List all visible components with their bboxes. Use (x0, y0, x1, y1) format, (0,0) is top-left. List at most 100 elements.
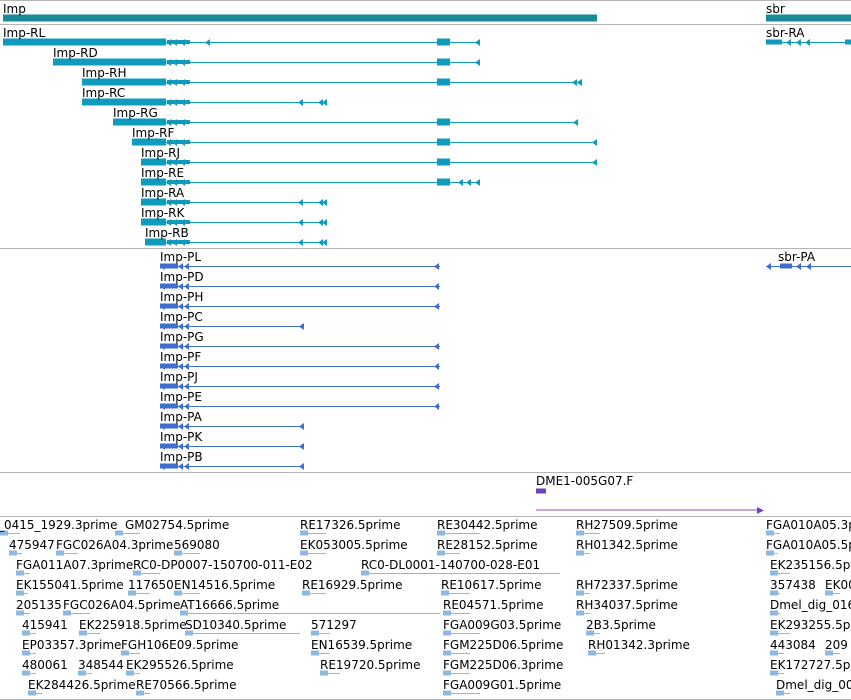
transcript-strand-arrow (458, 179, 463, 186)
est-label[interactable]: 569080 (174, 538, 220, 552)
est-label[interactable]: EK053005.5prime (300, 538, 408, 552)
transcript-label-imp-rf[interactable]: Imp-RF (132, 126, 175, 140)
protein-label-imp-pk[interactable]: Imp-PK (160, 430, 203, 444)
protein-label-imp-ph[interactable]: Imp-PH (160, 290, 204, 304)
est-label[interactable]: RE04571.5prime (443, 598, 544, 612)
est-label[interactable]: 415941 (22, 618, 68, 632)
est-label[interactable]: EK00 (825, 578, 851, 592)
est-label[interactable]: FGA009G01.5prime (443, 678, 562, 692)
transcript-label-imp-rg[interactable]: Imp-RG (113, 106, 158, 120)
est-label[interactable]: RE30442.5prime (437, 518, 538, 532)
protein-strand-arrow (178, 343, 183, 350)
protein-label-imp-pd[interactable]: Imp-PD (160, 270, 204, 284)
transcript-label-imp-re[interactable]: Imp-RE (141, 166, 185, 180)
protein-strand-arrow (434, 283, 439, 290)
transcript-strand-arrow (172, 39, 177, 46)
est-label[interactable]: FGA010A05.3prime (766, 518, 851, 532)
est-label[interactable]: RE17326.5prime (300, 518, 401, 532)
est-label[interactable]: 443084 (770, 638, 816, 652)
gene-label-sbr[interactable]: sbr (766, 2, 785, 16)
protein-label-imp-pc[interactable]: Imp-PC (160, 310, 203, 324)
est-label[interactable]: RE70566.5prime (136, 678, 237, 692)
est-label[interactable]: RH34037.5prime (576, 598, 678, 612)
est-label[interactable]: EK225918.5prime (79, 618, 187, 632)
protein-block (160, 443, 178, 449)
est-label[interactable]: EN16539.5prime (311, 638, 413, 652)
protein-strand-arrow (178, 443, 183, 450)
est-label[interactable]: SD10340.5prime (185, 618, 287, 632)
est-label[interactable]: FGA010A05.5prime (766, 538, 851, 552)
est-label[interactable]: 117650 (128, 578, 174, 592)
transcript-strand-arrow (166, 199, 171, 206)
est-label[interactable]: AT16666.5prime (180, 598, 280, 612)
est-label[interactable]: RH72337.5prime (576, 578, 678, 592)
est-label[interactable]: EN14516.5prime (174, 578, 276, 592)
transcript-label-imp-rd[interactable]: Imp-RD (53, 46, 98, 60)
est-label[interactable]: Dmel_dig_016 (770, 598, 851, 612)
protein-label-imp-pj[interactable]: Imp-PJ (160, 370, 198, 384)
est-label[interactable]: 480061 (22, 658, 68, 672)
transcript-label-imp-rh[interactable]: Imp-RH (82, 66, 127, 80)
transcript-label-imp-rj[interactable]: Imp-RJ (141, 146, 181, 160)
est-label[interactable]: 357438 (770, 578, 816, 592)
transcript-label-imp-ra[interactable]: Imp-RA (141, 186, 185, 200)
protein-label-imp-pg[interactable]: Imp-PG (160, 330, 204, 344)
est-label[interactable]: EP03357.3prime (22, 638, 122, 652)
est-label[interactable]: EK172727.5prime (770, 658, 851, 672)
est-label[interactable]: 348544 (78, 658, 124, 672)
est-label[interactable]: RE10617.5prime (441, 578, 542, 592)
est-label[interactable]: RH01342.5prime (576, 538, 678, 552)
est-label[interactable]: 475947 (9, 538, 55, 552)
est-label[interactable]: RC0-DL0001-140700-028-E01 (361, 558, 541, 572)
est-label[interactable]: RC0-DP0007-150700-011-E02 (133, 558, 313, 572)
est-label[interactable]: FGC026A04.3prime (56, 538, 174, 552)
transcript-label-sbr-ra[interactable]: sbr-RA (766, 26, 805, 40)
est-label[interactable]: RH01342.3prime (588, 638, 690, 652)
protein-label-imp-pe[interactable]: Imp-PE (160, 390, 202, 404)
protein-label-imp-pl[interactable]: Imp-PL (160, 250, 202, 264)
protein-strand-arrow (434, 403, 439, 410)
transcript-label-imp-rc[interactable]: Imp-RC (82, 86, 126, 100)
protein-label-imp-pa[interactable]: Imp-PA (160, 410, 202, 424)
est-label[interactable]: FGA011A07.3prime (16, 558, 134, 572)
est-label[interactable]: RE16929.5prime (302, 578, 403, 592)
feature-glyph-dme1 (536, 488, 546, 494)
est-label[interactable]: 571297 (311, 618, 357, 632)
est-label[interactable]: EK284426.5prime (28, 678, 136, 692)
feature-label-dme1-005g07f[interactable]: DME1-005G07.F (536, 474, 634, 488)
protein-label-imp-pb[interactable]: Imp-PB (160, 450, 203, 464)
est-label[interactable]: RE28152.5prime (437, 538, 538, 552)
est-label[interactable]: _0415_1929.3prime (0, 518, 118, 532)
est-label[interactable]: FGH106E09.5prime (121, 638, 239, 652)
est-read-block (443, 610, 451, 616)
protein-strand-arrow (434, 303, 439, 310)
est-label[interactable]: Dmel_dig_00 (776, 678, 851, 692)
est-label[interactable]: 2B3.5prime (586, 618, 656, 632)
protein-label-imp-pf[interactable]: Imp-PF (160, 350, 202, 364)
transcript-label-imp-rb[interactable]: Imp-RB (145, 226, 189, 240)
est-label[interactable]: RH27509.5prime (576, 518, 678, 532)
transcript-exon (845, 39, 851, 45)
est-label[interactable]: FGA009G03.5prime (443, 618, 562, 632)
est-label[interactable]: EK155041.5prime (16, 578, 124, 592)
est-label[interactable]: FGC026A04.5prime (63, 598, 181, 612)
est-label[interactable]: FGM225D06.3prime (443, 658, 564, 672)
transcript-exon (167, 40, 190, 44)
est-label[interactable]: RE19720.5prime (320, 658, 421, 672)
protein-strand-arrow (184, 283, 189, 290)
est-label[interactable]: EK295526.5prime (126, 658, 234, 672)
gene-label-imp[interactable]: Imp (3, 2, 26, 16)
est-label[interactable]: FGM225D06.5prime (443, 638, 564, 652)
protein-label-sbr-pa[interactable]: sbr-PA (778, 250, 816, 264)
protein-block (160, 403, 178, 409)
transcript-label-imp-rk[interactable]: Imp-RK (141, 206, 185, 220)
est-label[interactable]: 209 (825, 638, 848, 652)
est-label[interactable]: EK293255.5prime (770, 618, 851, 632)
protein-strand-arrow (160, 263, 165, 270)
transcript-label-imp-rl[interactable]: Imp-RL (3, 26, 46, 40)
est-label[interactable]: EK235156.5prime (770, 558, 851, 572)
est-label[interactable]: 205135 (16, 598, 62, 612)
est-label[interactable]: GM02754.5prime (125, 518, 230, 532)
protein-strand-arrow (299, 463, 304, 470)
